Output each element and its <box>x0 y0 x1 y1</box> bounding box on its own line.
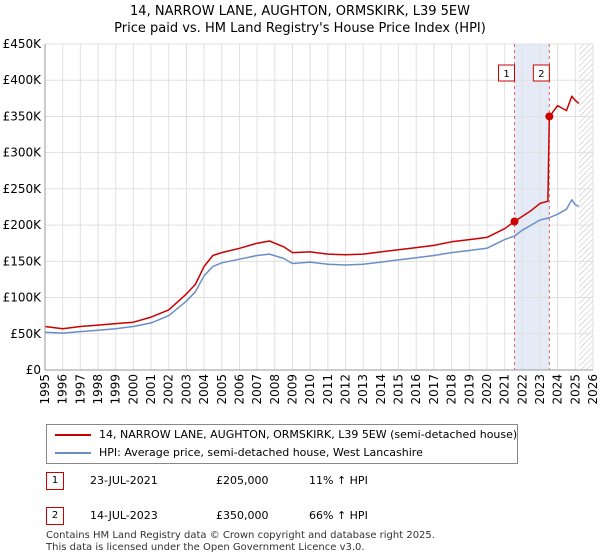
x-tick-label: 2024 <box>551 374 565 405</box>
x-tick-label: 2023 <box>533 374 547 405</box>
chart-title: 14, NARROW LANE, AUGHTON, ORMSKIRK, L39 … <box>130 4 470 19</box>
x-tick-label: 2001 <box>144 374 158 405</box>
footer: Contains HM Land Registry data © Crown c… <box>46 530 435 554</box>
y-tick-label: £100K <box>3 291 43 305</box>
sale-date: 14-JUL-2023 <box>90 509 158 522</box>
y-tick-label: £150K <box>3 254 43 268</box>
y-tick-label: £400K <box>3 73 43 87</box>
price-chart: £0 £50K £100K £150K £200K £250K £300K £350K £400… <box>3 37 600 405</box>
x-tick-label: 2002 <box>162 374 176 405</box>
legend: 14, NARROW LANE, AUGHTON, ORMSKIRK, L39 … <box>46 424 518 464</box>
x-tick-label: 2011 <box>321 374 335 405</box>
x-tick-label: 1996 <box>56 374 70 405</box>
y-tick-label: £300K <box>3 146 43 160</box>
x-tick-label: 2014 <box>374 374 388 405</box>
y-tick-label: £450K <box>3 37 43 51</box>
series-line-property <box>44 95 580 330</box>
y-tick-label: £0 <box>26 363 41 377</box>
sale-price: £205,000 <box>216 474 269 487</box>
sale-label-number: 2 <box>538 69 544 80</box>
y-tick-label: £250K <box>3 182 43 196</box>
x-tick-label: 2009 <box>285 374 299 405</box>
x-tick-label: 1995 <box>38 374 52 405</box>
legend-swatch-hpi <box>55 452 91 454</box>
footer-licence: This data is licensed under the Open Gov… <box>46 542 365 553</box>
x-tick-label: 2007 <box>250 374 264 405</box>
sale-label-box <box>498 64 516 82</box>
plot-area <box>45 44 593 370</box>
y-tick-label: £50K <box>10 327 42 341</box>
x-tick-label: 2010 <box>303 374 317 405</box>
x-tick-label: 2019 <box>462 374 476 405</box>
sale-price: £350,000 <box>216 509 269 522</box>
y-tick-label: £350K <box>3 109 43 123</box>
sale-date: 23-JUL-2021 <box>90 474 158 487</box>
y-tick-label: £200K <box>3 218 43 232</box>
x-tick-label: 1998 <box>91 374 105 405</box>
x-tick-label: 2018 <box>445 374 459 405</box>
sale-point <box>545 112 554 121</box>
sale-period-shading <box>514 44 550 370</box>
x-tick-label: 1997 <box>73 374 87 405</box>
sale-row: 2 14-JUL-2023 £350,000 66% ↑ HPI <box>46 507 516 527</box>
sale-row: 1 23-JUL-2021 £205,000 11% ↑ HPI <box>46 472 516 492</box>
x-tick-label: 2017 <box>427 374 441 405</box>
x-tick-label: 2006 <box>232 374 246 405</box>
x-tick-label: 2016 <box>409 374 423 405</box>
legend-label-hpi: HPI: Average price, semi-detached house,… <box>99 446 423 459</box>
sale-label-number: 1 <box>503 69 509 80</box>
sale-hpi-change: 11% ↑ HPI <box>309 474 368 487</box>
sale-point <box>510 217 519 226</box>
x-tick-label: 2013 <box>356 374 370 405</box>
footer-copyright: Contains HM Land Registry data © Crown c… <box>46 530 435 541</box>
sale-hpi-change: 66% ↑ HPI <box>309 509 368 522</box>
x-tick-label: 2005 <box>215 374 229 405</box>
sale-label-box <box>532 64 550 82</box>
x-tick-label: 2021 <box>498 374 512 405</box>
x-tick-label: 2000 <box>126 374 140 405</box>
x-tick-label: 2003 <box>179 374 193 405</box>
x-tick-label: 1999 <box>109 374 123 405</box>
x-tick-label: 2020 <box>480 374 494 405</box>
x-tick-label: 2022 <box>515 374 529 405</box>
x-tick-label: 2015 <box>392 374 406 405</box>
sale-badge: 1 <box>46 472 64 490</box>
x-tick-label: 2004 <box>197 374 211 405</box>
legend-swatch-property <box>55 434 91 436</box>
series-line-hpi <box>44 199 580 334</box>
x-tick-label: 2026 <box>586 374 600 405</box>
chart-subtitle: Price paid vs. HM Land Registry's House … <box>114 21 486 36</box>
legend-label-property: 14, NARROW LANE, AUGHTON, ORMSKIRK, L39 … <box>99 428 518 441</box>
x-tick-label: 2025 <box>568 374 582 405</box>
forecast-hatch <box>578 44 593 370</box>
x-tick-label: 2008 <box>268 374 282 405</box>
sale-badge: 2 <box>46 507 64 525</box>
x-tick-label: 2012 <box>339 374 353 405</box>
